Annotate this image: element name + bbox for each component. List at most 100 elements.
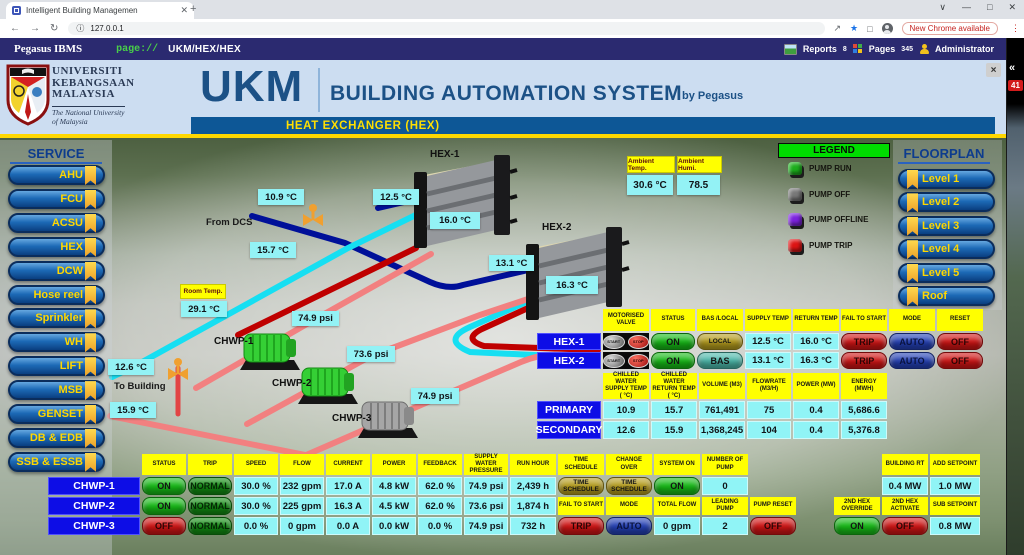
update-chrome-button[interactable]: New Chrome available <box>901 22 998 35</box>
pump-status-button[interactable]: TIME SCHEDULE <box>606 477 652 495</box>
sidebar-item-hex[interactable]: HEX <box>8 236 105 257</box>
pump-status-button[interactable]: TIME SCHEDULE <box>558 477 604 495</box>
browser-menu-icon[interactable]: ⋮ <box>1011 23 1020 33</box>
pump-status-button[interactable]: ON <box>142 477 186 495</box>
pump-status-button[interactable]: ON <box>834 517 880 535</box>
floorplan-title: FLOORPLAN <box>898 146 990 164</box>
minimize-button[interactable]: — <box>962 2 972 12</box>
hex-status-button[interactable]: OFF <box>937 352 983 369</box>
tab-search-icon[interactable]: ∨ <box>939 2 947 12</box>
sidebar-item-lift[interactable]: LIFT <box>8 356 105 377</box>
pump-status-button[interactable]: ON <box>142 497 186 515</box>
close-button[interactable]: ✕ <box>1008 2 1016 12</box>
sidebar-item-db-edb[interactable]: DB & EDB <box>8 427 105 448</box>
side-panel-icon[interactable]: □ <box>867 23 873 34</box>
menu-item-label: ACSU <box>51 216 83 229</box>
pages-link[interactable]: Pages <box>868 44 896 54</box>
hex-row-label: HEX-2 <box>537 352 601 369</box>
sidebar-item-genset[interactable]: GENSET <box>8 404 105 424</box>
hex-status-button[interactable]: BAS <box>697 352 743 369</box>
pump-status-button[interactable]: OFF <box>882 517 928 535</box>
sidebar-item-ahu[interactable]: AHU <box>8 165 105 185</box>
url-text: 127.0.0.1 <box>90 24 124 33</box>
page-close-button[interactable]: × <box>986 63 1001 77</box>
user-label[interactable]: Administrator <box>934 44 994 54</box>
room-temp-value: 29.1 °C <box>181 301 227 317</box>
temp-dcs-supply: 10.9 °C <box>258 189 304 205</box>
new-tab-button[interactable]: + <box>190 3 197 15</box>
chwp-table: STATUS TRIP SPEED FLOW CURRENT POWER FEEDBACK S… <box>48 454 980 535</box>
reports-icon <box>783 43 797 55</box>
sidebar-item-hose-reel[interactable]: Hose reel <box>8 284 105 305</box>
pump-status-button[interactable]: OFF <box>142 517 186 535</box>
sidebar-item-sprinkler[interactable]: Sprinkler <box>8 308 105 329</box>
hex-status-button[interactable]: LOCAL <box>697 333 743 350</box>
pump-status-button[interactable]: NORMAL <box>188 517 232 535</box>
maximize-button[interactable]: □ <box>987 2 993 12</box>
pump-col-header: FEEDBACK <box>418 454 462 475</box>
floorplan-item-level-3[interactable]: Level 3 <box>898 215 995 236</box>
reload-icon[interactable]: ↻ <box>50 23 59 34</box>
temp-secondary: 15.7 °C <box>250 242 296 258</box>
pump-status-button[interactable]: TRIP <box>558 517 604 535</box>
sidebar-item-dcw[interactable]: DCW <box>8 260 105 281</box>
share-icon[interactable]: ↗ <box>833 23 841 33</box>
valve-stop-button[interactable]: STOP <box>627 353 649 368</box>
url-input[interactable]: ⓘ 127.0.0.1 <box>68 22 826 35</box>
pump-status-icon <box>788 162 802 175</box>
sidebar-item-fcu[interactable]: FCU <box>8 188 105 209</box>
floorplan-item-level-4[interactable]: Level 4 <box>898 239 995 260</box>
alarm-count-badge[interactable]: 41 <box>1008 80 1023 91</box>
service-title: SERVICE <box>10 146 102 164</box>
bookmark-ribbon-icon <box>907 216 918 236</box>
bookmark-ribbon-icon <box>85 166 96 185</box>
hex-status-button[interactable]: ON <box>651 333 695 350</box>
floorplan-item-level-1[interactable]: Level 1 <box>898 169 995 189</box>
tab-close-icon[interactable]: ✕ <box>180 5 188 15</box>
forward-icon[interactable]: → <box>30 23 40 34</box>
bookmark-ribbon-icon <box>907 263 918 283</box>
bookmark-ribbon-icon <box>85 452 96 472</box>
hex-status-button[interactable]: AUTO <box>889 352 935 369</box>
right-col-header: SUB SETPOINT <box>930 497 980 515</box>
browser-tab[interactable]: Intelligent Building Managemen ✕ <box>6 2 194 19</box>
pump-value-cell: 0.0 % <box>418 517 462 535</box>
floorplan-item-level-2[interactable]: Level 2 <box>898 192 995 213</box>
hex-status-button[interactable]: TRIP <box>841 333 887 350</box>
sidebar-item-ssb-essb[interactable]: SSB & ESSB <box>8 451 105 472</box>
collapse-panel-icon[interactable]: « <box>1009 62 1016 74</box>
valve-stop-button[interactable]: STOP <box>627 334 649 349</box>
hex2-label: HEX-2 <box>542 222 572 233</box>
pump-value-cell: 62.0 % <box>418 497 462 515</box>
chwp2-pump <box>298 367 358 404</box>
hex-status-button[interactable]: OFF <box>937 333 983 350</box>
pump-status-button[interactable]: NORMAL <box>188 477 232 495</box>
pump-status-button[interactable]: NORMAL <box>188 497 232 515</box>
pump-status-button[interactable]: ON <box>654 477 700 495</box>
floorplan-item-roof[interactable]: Roof <box>898 286 995 306</box>
hex-status-button[interactable]: ON <box>651 352 695 369</box>
loop-col-header: VOLUME (m3) <box>699 373 745 399</box>
valve-start-button[interactable]: START <box>603 353 625 368</box>
pump-status-button[interactable]: OFF <box>750 517 796 535</box>
bookmark-ribbon-icon <box>85 405 96 424</box>
profile-avatar[interactable] <box>881 23 893 34</box>
pump-status-button[interactable]: AUTO <box>606 517 652 535</box>
site-info-icon[interactable]: ⓘ <box>76 24 85 33</box>
sidebar-item-acsu[interactable]: ACSU <box>8 212 105 233</box>
bookmark-star-icon[interactable]: ★ <box>850 23 859 33</box>
loop-col-header: CHILLED WATER SUPPLY TEMP ( °C) <box>603 372 649 399</box>
bookmark-ribbon-icon <box>85 381 96 401</box>
hex-status-button[interactable]: TRIP <box>841 352 887 369</box>
floorplan-item-level-5[interactable]: Level 5 <box>898 262 995 283</box>
temp-building-return: 15.9 °C <box>110 402 156 418</box>
reports-link[interactable]: Reports <box>802 44 837 54</box>
back-icon[interactable]: ← <box>10 23 20 34</box>
pump-col-header: STATUS <box>142 454 186 475</box>
valve-start-button[interactable]: START <box>603 334 625 349</box>
sidebar-item-wh[interactable]: WH <box>8 332 105 353</box>
hex-status-button[interactable]: AUTO <box>889 333 935 350</box>
motorised-valve-cell: START STOP <box>603 352 649 369</box>
bookmark-ribbon-icon <box>85 309 96 329</box>
sidebar-item-msb[interactable]: MSB <box>8 380 105 401</box>
